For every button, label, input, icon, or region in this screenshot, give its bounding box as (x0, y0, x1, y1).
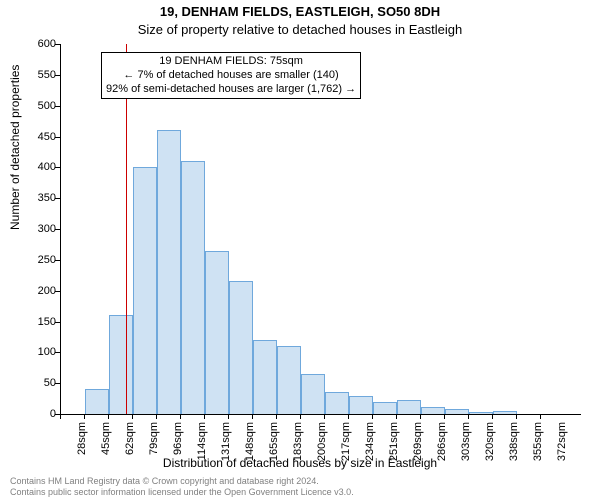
x-axis-label: Distribution of detached houses by size … (0, 456, 600, 470)
x-tick-mark (396, 414, 397, 419)
histogram-bar (301, 374, 325, 414)
histogram-bar (349, 396, 373, 415)
histogram-bar (253, 340, 277, 414)
x-tick-mark (228, 414, 229, 419)
x-tick-mark (108, 414, 109, 419)
y-axis-label: Number of detached properties (8, 65, 22, 230)
callout-line2: ← 7% of detached houses are smaller (140… (106, 69, 356, 83)
y-tick-mark (55, 229, 60, 230)
histogram-bar (445, 409, 469, 414)
x-tick-mark (60, 414, 61, 419)
x-tick-mark (300, 414, 301, 419)
y-tick-label: 400 (16, 161, 56, 173)
x-tick-mark (180, 414, 181, 419)
x-tick-mark (156, 414, 157, 419)
histogram-bar (157, 130, 181, 414)
y-tick-label: 250 (16, 254, 56, 266)
y-tick-mark (55, 106, 60, 107)
x-tick-mark (252, 414, 253, 419)
x-tick-mark (516, 414, 517, 419)
y-tick-mark (55, 291, 60, 292)
x-tick-mark (540, 414, 541, 419)
y-tick-label: 200 (16, 285, 56, 297)
y-tick-mark (55, 352, 60, 353)
chart-title-line1: 19, DENHAM FIELDS, EASTLEIGH, SO50 8DH (0, 4, 600, 19)
callout-box: 19 DENHAM FIELDS: 75sqm← 7% of detached … (101, 52, 361, 99)
histogram-bar (469, 412, 493, 414)
chart-subtitle: Size of property relative to detached ho… (0, 22, 600, 37)
histogram-bar (397, 400, 421, 414)
y-tick-label: 600 (16, 38, 56, 50)
y-tick-label: 550 (16, 69, 56, 81)
x-tick-mark (204, 414, 205, 419)
y-tick-label: 500 (16, 100, 56, 112)
reference-vline (126, 44, 127, 414)
x-tick-mark (372, 414, 373, 419)
y-tick-mark (55, 322, 60, 323)
histogram-bar (373, 402, 397, 414)
histogram-bar (277, 346, 301, 414)
y-tick-mark (55, 260, 60, 261)
y-tick-mark (55, 44, 60, 45)
histogram-bar (109, 315, 133, 414)
histogram-bar (181, 161, 205, 414)
y-tick-mark (55, 167, 60, 168)
x-tick-mark (84, 414, 85, 419)
histogram-bar (85, 389, 109, 414)
histogram-bar (133, 167, 157, 414)
x-tick-mark (420, 414, 421, 419)
y-tick-label: 350 (16, 192, 56, 204)
plot-area: 19 DENHAM FIELDS: 75sqm← 7% of detached … (60, 44, 581, 415)
footer-line1: Contains HM Land Registry data © Crown c… (10, 476, 354, 486)
histogram-bar (205, 251, 229, 414)
callout-line1: 19 DENHAM FIELDS: 75sqm (106, 55, 356, 69)
x-tick-mark (492, 414, 493, 419)
histogram-bar (229, 281, 253, 414)
x-tick-mark (468, 414, 469, 419)
footer-line2: Contains public sector information licen… (10, 487, 354, 497)
x-tick-mark (132, 414, 133, 419)
histogram-bar (493, 411, 517, 414)
callout-line3: 92% of semi-detached houses are larger (… (106, 83, 356, 97)
chart-container: 19, DENHAM FIELDS, EASTLEIGH, SO50 8DH S… (0, 0, 600, 500)
y-tick-mark (55, 137, 60, 138)
x-tick-mark (324, 414, 325, 419)
y-tick-mark (55, 198, 60, 199)
x-tick-mark (348, 414, 349, 419)
y-tick-label: 0 (16, 408, 56, 420)
y-tick-label: 50 (16, 377, 56, 389)
y-tick-mark (55, 383, 60, 384)
y-tick-label: 300 (16, 223, 56, 235)
histogram-bar (325, 392, 349, 414)
x-tick-mark (444, 414, 445, 419)
x-tick-mark (276, 414, 277, 419)
y-tick-label: 150 (16, 316, 56, 328)
footer-attribution: Contains HM Land Registry data © Crown c… (10, 476, 354, 497)
y-tick-mark (55, 75, 60, 76)
y-tick-label: 100 (16, 346, 56, 358)
y-tick-label: 450 (16, 131, 56, 143)
histogram-bar (421, 407, 445, 414)
